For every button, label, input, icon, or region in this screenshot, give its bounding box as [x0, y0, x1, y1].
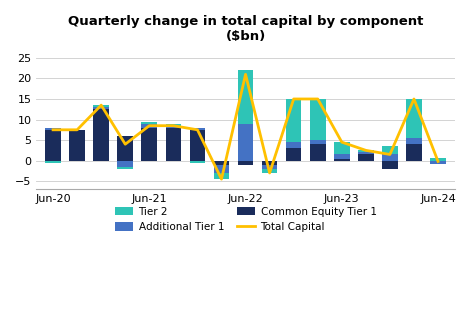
Bar	[262, 161, 278, 165]
Bar	[238, 161, 254, 165]
Bar	[238, 70, 254, 124]
Bar	[334, 142, 350, 155]
Bar	[382, 161, 398, 169]
Bar	[334, 159, 350, 161]
Bar	[406, 99, 422, 138]
Legend: Tier 2, Additional Tier 1, Common Equity Tier 1, Total Capital: Tier 2, Additional Tier 1, Common Equity…	[110, 202, 381, 236]
Title: Quarterly change in total capital by component
($bn): Quarterly change in total capital by com…	[68, 15, 423, 43]
Bar	[45, 128, 61, 130]
Bar	[214, 161, 229, 165]
Bar	[70, 130, 85, 161]
Bar	[286, 148, 301, 161]
Bar	[334, 155, 350, 159]
Bar	[286, 99, 301, 142]
Bar	[310, 140, 325, 144]
Bar	[358, 155, 374, 161]
Bar	[406, 138, 422, 144]
Bar	[382, 155, 398, 161]
Bar	[382, 146, 398, 155]
Bar	[45, 130, 61, 161]
Bar	[190, 161, 205, 163]
Bar	[141, 122, 157, 124]
Bar	[166, 124, 181, 126]
Bar	[310, 99, 325, 140]
Bar	[190, 128, 205, 130]
Bar	[117, 161, 133, 167]
Bar	[286, 142, 301, 148]
Bar	[406, 144, 422, 161]
Bar	[430, 158, 446, 161]
Bar	[93, 107, 109, 109]
Bar	[141, 128, 157, 161]
Bar	[45, 161, 61, 163]
Bar	[262, 165, 278, 169]
Bar	[262, 169, 278, 173]
Bar	[190, 130, 205, 161]
Bar	[166, 126, 181, 128]
Bar	[358, 150, 374, 153]
Bar	[430, 161, 446, 164]
Bar	[214, 165, 229, 173]
Bar	[166, 128, 181, 161]
Bar	[117, 136, 133, 161]
Bar	[93, 109, 109, 161]
Bar	[117, 167, 133, 169]
Bar	[141, 124, 157, 128]
Bar	[310, 144, 325, 161]
Bar	[238, 124, 254, 161]
Bar	[358, 153, 374, 155]
Bar	[93, 105, 109, 107]
Bar	[214, 173, 229, 179]
